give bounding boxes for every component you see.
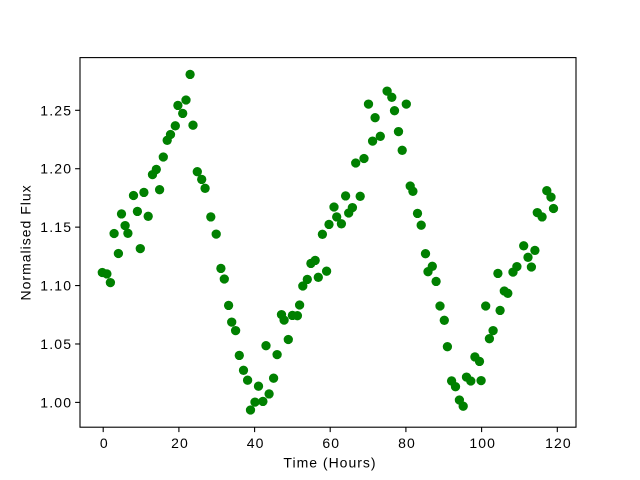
svg-text:1.00: 1.00 [40,394,72,410]
svg-text:1.20: 1.20 [40,161,72,177]
svg-text:1.25: 1.25 [40,102,72,118]
svg-text:0: 0 [100,435,109,451]
svg-text:120: 120 [545,435,572,451]
svg-text:1.05: 1.05 [40,336,72,352]
svg-text:100: 100 [469,435,496,451]
svg-text:80: 80 [398,435,416,451]
svg-text:40: 40 [247,435,265,451]
svg-text:Normalised Flux: Normalised Flux [18,184,34,300]
svg-text:1.15: 1.15 [40,219,72,235]
svg-text:1.10: 1.10 [40,278,72,294]
svg-text:Time (Hours): Time (Hours) [283,454,376,470]
svg-text:20: 20 [171,435,189,451]
svg-text:60: 60 [322,435,340,451]
